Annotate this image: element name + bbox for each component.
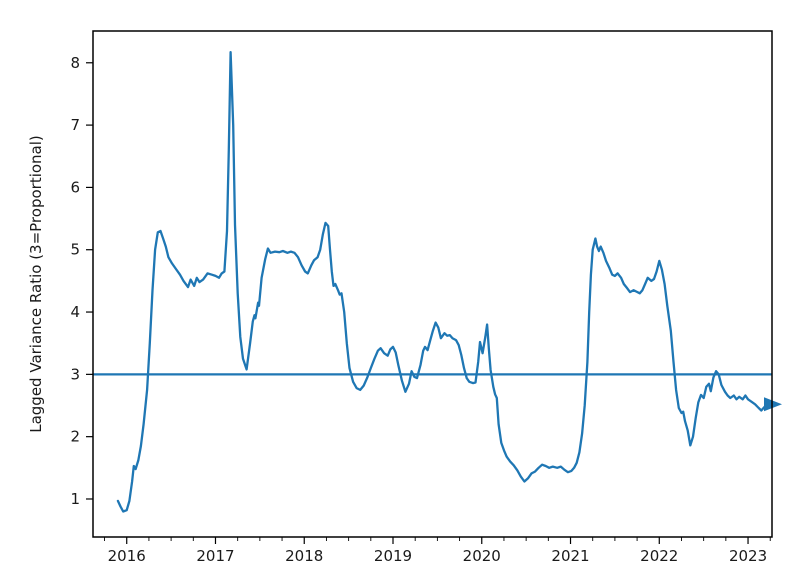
y-tick-label: 4 — [70, 303, 80, 321]
y-tick-label: 3 — [70, 365, 80, 383]
x-tick-label: 2019 — [374, 547, 412, 565]
end-triangle-marker — [764, 397, 782, 412]
x-tick-label: 2018 — [285, 547, 323, 565]
y-axis-label: Lagged Variance Ratio (3=Proportional) — [27, 135, 45, 433]
y-tick-label: 7 — [70, 116, 80, 134]
x-tick-label: 2023 — [729, 547, 767, 565]
series-line — [116, 51, 774, 513]
x-tick-label: 2021 — [551, 547, 589, 565]
x-tick-label: 2022 — [640, 547, 678, 565]
x-tick-label: 2016 — [108, 547, 146, 565]
y-tick-label: 1 — [70, 490, 80, 508]
x-tick-label: 2020 — [463, 547, 501, 565]
y-tick-label: 5 — [70, 241, 80, 259]
plot-spines — [92, 30, 773, 538]
y-tick-label: 2 — [70, 428, 80, 446]
y-tick-label: 8 — [70, 54, 80, 72]
x-tick-label: 2017 — [196, 547, 234, 565]
y-tick-label: 6 — [70, 178, 80, 196]
